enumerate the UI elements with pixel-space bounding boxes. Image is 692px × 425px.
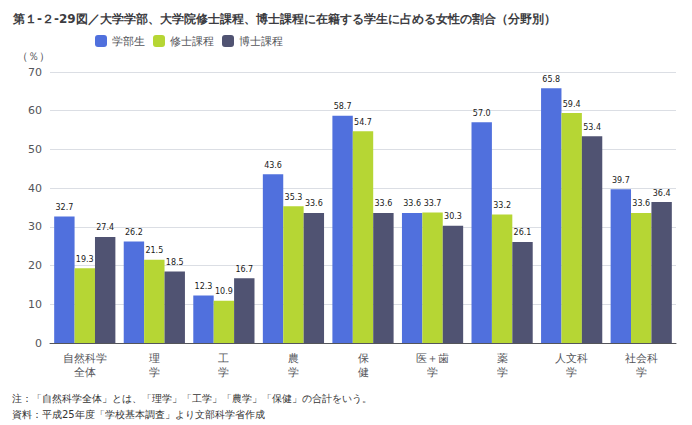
svg-text:54.7: 54.7 — [354, 118, 372, 127]
svg-text:学: 学 — [497, 366, 508, 379]
svg-text:20: 20 — [28, 259, 42, 272]
svg-text:学: 学 — [218, 366, 229, 379]
svg-text:39.7: 39.7 — [612, 176, 630, 185]
svg-text:自然科学: 自然科学 — [63, 352, 107, 365]
svg-text:26.2: 26.2 — [125, 228, 143, 237]
svg-text:18.5: 18.5 — [166, 258, 184, 267]
svg-text:33.2: 33.2 — [493, 201, 511, 210]
svg-text:（％）: （％） — [17, 50, 50, 63]
svg-text:社会科: 社会科 — [625, 352, 658, 365]
svg-text:農: 農 — [288, 352, 299, 365]
svg-text:人文科: 人文科 — [555, 352, 588, 365]
svg-text:16.7: 16.7 — [235, 265, 253, 274]
svg-text:30: 30 — [28, 220, 42, 233]
svg-text:修士課程: 修士課程 — [170, 35, 214, 48]
svg-text:57.0: 57.0 — [473, 109, 491, 118]
svg-text:学部生: 学部生 — [112, 35, 145, 48]
svg-text:薬: 薬 — [497, 352, 508, 365]
svg-text:59.4: 59.4 — [563, 100, 581, 109]
svg-text:33.6: 33.6 — [305, 199, 323, 208]
svg-text:学: 学 — [636, 366, 647, 379]
svg-text:50: 50 — [28, 143, 42, 156]
svg-text:全体: 全体 — [74, 366, 96, 379]
svg-text:資料：平成25年度「学校基本調査」より文部科学省作成: 資料：平成25年度「学校基本調査」より文部科学省作成 — [12, 409, 265, 420]
svg-text:19.3: 19.3 — [76, 255, 94, 264]
svg-text:43.6: 43.6 — [264, 161, 282, 170]
svg-text:30.3: 30.3 — [444, 212, 462, 221]
svg-text:40: 40 — [28, 182, 42, 195]
svg-text:33.6: 33.6 — [374, 199, 392, 208]
svg-text:60: 60 — [28, 104, 42, 117]
svg-text:第１-２-29図／大学学部、大学院修士課程、博士課程に在籍す: 第１-２-29図／大学学部、大学院修士課程、博士課程に在籍する学生に占める女性の… — [12, 12, 556, 26]
svg-text:33.6: 33.6 — [403, 199, 421, 208]
svg-text:33.6: 33.6 — [632, 199, 650, 208]
svg-text:0: 0 — [35, 337, 42, 350]
svg-text:21.5: 21.5 — [145, 246, 163, 255]
svg-text:医＋歯: 医＋歯 — [416, 352, 449, 365]
svg-text:53.4: 53.4 — [583, 123, 601, 132]
svg-text:工: 工 — [218, 352, 229, 365]
svg-text:保: 保 — [358, 352, 369, 365]
svg-text:博士課程: 博士課程 — [239, 35, 283, 48]
svg-text:学: 学 — [566, 366, 577, 379]
svg-text:58.7: 58.7 — [334, 102, 352, 111]
svg-text:10.9: 10.9 — [215, 287, 233, 296]
svg-text:学: 学 — [149, 366, 160, 379]
svg-text:27.4: 27.4 — [96, 223, 114, 232]
svg-text:学: 学 — [288, 366, 299, 379]
svg-text:32.7: 32.7 — [55, 203, 73, 212]
svg-text:10: 10 — [28, 298, 42, 311]
svg-text:注：「自然科学全体」とは、「理学」「工学」「農学」「保健」の: 注：「自然科学全体」とは、「理学」「工学」「農学」「保健」の合計をいう。 — [12, 393, 372, 404]
svg-text:26.1: 26.1 — [514, 228, 532, 237]
svg-text:36.4: 36.4 — [653, 189, 671, 198]
svg-text:35.3: 35.3 — [285, 193, 303, 202]
svg-text:健: 健 — [358, 366, 369, 379]
svg-text:65.8: 65.8 — [542, 75, 560, 84]
svg-text:70: 70 — [28, 66, 42, 79]
svg-text:12.3: 12.3 — [195, 282, 213, 291]
svg-text:33.7: 33.7 — [424, 199, 442, 208]
svg-text:理: 理 — [149, 352, 160, 365]
svg-text:学: 学 — [427, 366, 438, 379]
